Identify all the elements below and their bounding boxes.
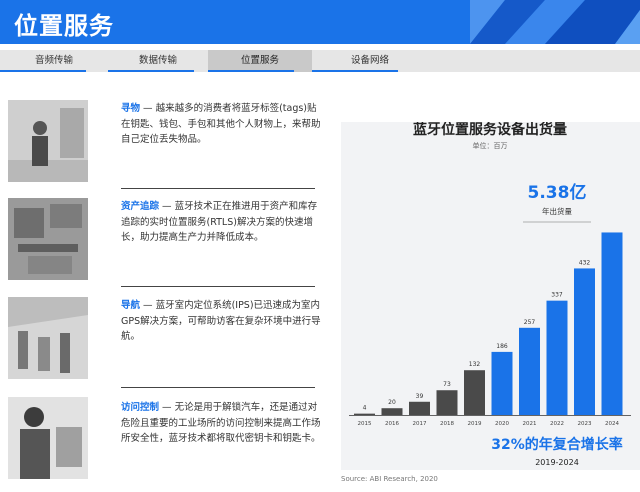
bar-2023 xyxy=(574,268,595,415)
photo-navigation xyxy=(8,297,88,379)
feature-desc-navigation: 蓝牙室内定位系统(IPS)已迅速成为室内GPS解决方案，可帮助访客在复杂环境中进… xyxy=(121,300,321,342)
x-tick-2016: 2016 xyxy=(385,421,399,427)
tab-data[interactable]: 数据传输 xyxy=(138,55,177,66)
feature-asset-tracking: 资产追踪 — 蓝牙技术正在推进用于资产和库存追踪的实时位置服务(RTLS)解决方… xyxy=(121,201,318,243)
divider xyxy=(121,188,315,189)
highlight-value: 5.38亿 xyxy=(528,182,587,203)
banner-decoration xyxy=(470,0,640,44)
x-tick-2018: 2018 xyxy=(440,421,454,427)
x-tick-2022: 2022 xyxy=(550,421,564,427)
bar-2018 xyxy=(436,390,458,415)
x-tick-2021: 2021 xyxy=(523,421,537,427)
bar-2015 xyxy=(354,413,375,415)
bar-2022 xyxy=(546,300,568,415)
bar-group: 4 2015 20 2016 39 2017 73 2018 132 2019 186 2020 257… xyxy=(349,232,631,427)
data-label-2023: 432 xyxy=(579,259,591,266)
x-tick-2023: 2023 xyxy=(578,421,592,427)
data-label-2018: 73 xyxy=(443,381,451,388)
chart-source: Source: ABI Research, 2020 xyxy=(341,475,438,483)
data-label-2017: 39 xyxy=(416,393,424,400)
highlight-label: 年出货量 xyxy=(542,206,572,216)
tab-accent-location xyxy=(208,70,294,72)
x-tick-2024: 2024 xyxy=(605,421,619,427)
feature-title-finding: 寻物 xyxy=(121,103,141,114)
x-tick-2020: 2020 xyxy=(495,421,509,427)
chart-subtitle: 单位：百万 xyxy=(473,141,508,150)
feature-desc-finding: 越来越多的消费者将蓝牙标签(tags)贴在钥匙、钱包、手包和其他个人财物上，来帮… xyxy=(121,103,321,145)
feature-title-access: 访问控制 xyxy=(121,402,160,413)
x-tick-2017: 2017 xyxy=(413,421,427,427)
cagr-text: 32%的年复合增长率 xyxy=(491,436,623,453)
photo-access-control xyxy=(8,397,88,479)
data-label-2016: 20 xyxy=(388,399,396,406)
bar-2017 xyxy=(409,401,430,415)
divider xyxy=(121,286,315,287)
feature-finding-items: 寻物 — 越来越多的消费者将蓝牙标签(tags)贴在钥匙、钱包、手包和其他个人财… xyxy=(121,103,321,145)
tab-audio[interactable]: 音频传输 xyxy=(34,55,73,66)
feature-title-asset: 资产追踪 xyxy=(121,201,160,212)
tab-location[interactable]: 位置服务 xyxy=(208,50,312,72)
x-tick-2019: 2019 xyxy=(468,421,482,427)
data-label-2020: 186 xyxy=(496,343,508,350)
x-tick-2015: 2015 xyxy=(358,421,372,427)
feature-navigation: 导航 — 蓝牙室内定位系统(IPS)已迅速成为室内GPS解决方案，可帮助访客在复… xyxy=(121,300,321,342)
feature-title-navigation: 导航 xyxy=(121,300,141,311)
tab-accent-data xyxy=(108,70,194,72)
divider xyxy=(121,387,315,388)
header-banner: 位置服务 xyxy=(0,0,640,44)
tab-accent-audio xyxy=(0,70,86,72)
feature-desc-asset: 蓝牙技术正在推进用于资产和库存追踪的实时位置服务(RTLS)解决方案的快速增长，… xyxy=(121,201,318,243)
bar-2024 xyxy=(601,232,623,415)
bar-2016 xyxy=(381,408,403,415)
data-label-2021: 257 xyxy=(524,319,536,326)
bar-2021 xyxy=(519,327,540,415)
feature-access-control: 访问控制 — 无论是用于解锁汽车，还是通过对危险且重要的工业场所的访问控制来提高… xyxy=(121,402,321,444)
chart-panel: 蓝牙位置服务设备出货量 单位：百万 5.38亿 年出货量 4 2015 20 2016… xyxy=(341,121,640,470)
data-label-2022: 337 xyxy=(551,292,563,299)
photo-finding-items xyxy=(8,100,88,182)
shipments-bar-chart: 蓝牙位置服务设备出货量 单位：百万 5.38亿 年出货量 4 2015 20 2016… xyxy=(349,121,631,467)
bar-2019 xyxy=(464,370,485,415)
tab-bar: 音频传输 数据传输 位置服务 设备网络 xyxy=(0,50,640,72)
tab-accent-network xyxy=(312,70,398,72)
cagr-period: 2019-2024 xyxy=(535,458,579,467)
data-label-2019: 132 xyxy=(469,361,481,368)
chart-title: 蓝牙位置服务设备出货量 xyxy=(413,122,567,138)
page-title: 位置服务 xyxy=(14,12,114,40)
bar-2020 xyxy=(491,351,513,415)
photo-asset-tracking xyxy=(8,198,88,280)
tab-network[interactable]: 设备网络 xyxy=(350,55,389,66)
data-label-2015: 4 xyxy=(363,405,367,412)
feature-desc-access: 无论是用于解锁汽车，还是通过对危险且重要的工业场所的访问控制来提高工作场所安全性… xyxy=(121,402,321,444)
